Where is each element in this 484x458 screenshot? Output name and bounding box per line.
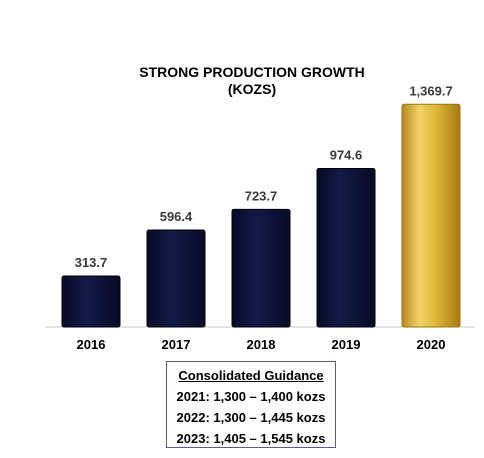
- bar-2020: [401, 103, 461, 328]
- category-label-2020: 2020: [417, 337, 446, 352]
- bar-2018: [231, 208, 291, 328]
- value-label-2016: 313.7: [75, 255, 108, 270]
- category-label-2016: 2016: [77, 337, 106, 352]
- guidance-line-2022: 2022: 1,300 – 1,445 kozs: [176, 410, 326, 425]
- value-label-2017: 596.4: [160, 209, 193, 224]
- category-label-2017: 2017: [162, 337, 191, 352]
- bar-2017: [146, 229, 206, 328]
- chart-title: STRONG PRODUCTION GROWTH: [139, 64, 365, 80]
- bar-2016: [61, 275, 121, 328]
- chart-subtitle: (KOZS): [228, 81, 276, 97]
- consolidated-guidance-box: Consolidated Guidance 2021: 1,300 – 1,40…: [166, 361, 336, 448]
- category-label-2019: 2019: [332, 337, 361, 352]
- guidance-line-2021: 2021: 1,300 – 1,400 kozs: [176, 389, 326, 404]
- bar-2019: [316, 168, 376, 328]
- category-label-2018: 2018: [247, 337, 276, 352]
- value-label-2018: 723.7: [245, 188, 278, 203]
- value-label-2020: 1,369.7: [409, 83, 452, 98]
- production-chart: STRONG PRODUCTION GROWTH (KOZS) 313.7 201…: [45, 64, 475, 352]
- guidance-heading: Consolidated Guidance: [178, 368, 324, 383]
- value-label-2019: 974.6: [330, 148, 363, 163]
- guidance-line-2023: 2023: 1,405 – 1,545 kozs: [176, 431, 326, 446]
